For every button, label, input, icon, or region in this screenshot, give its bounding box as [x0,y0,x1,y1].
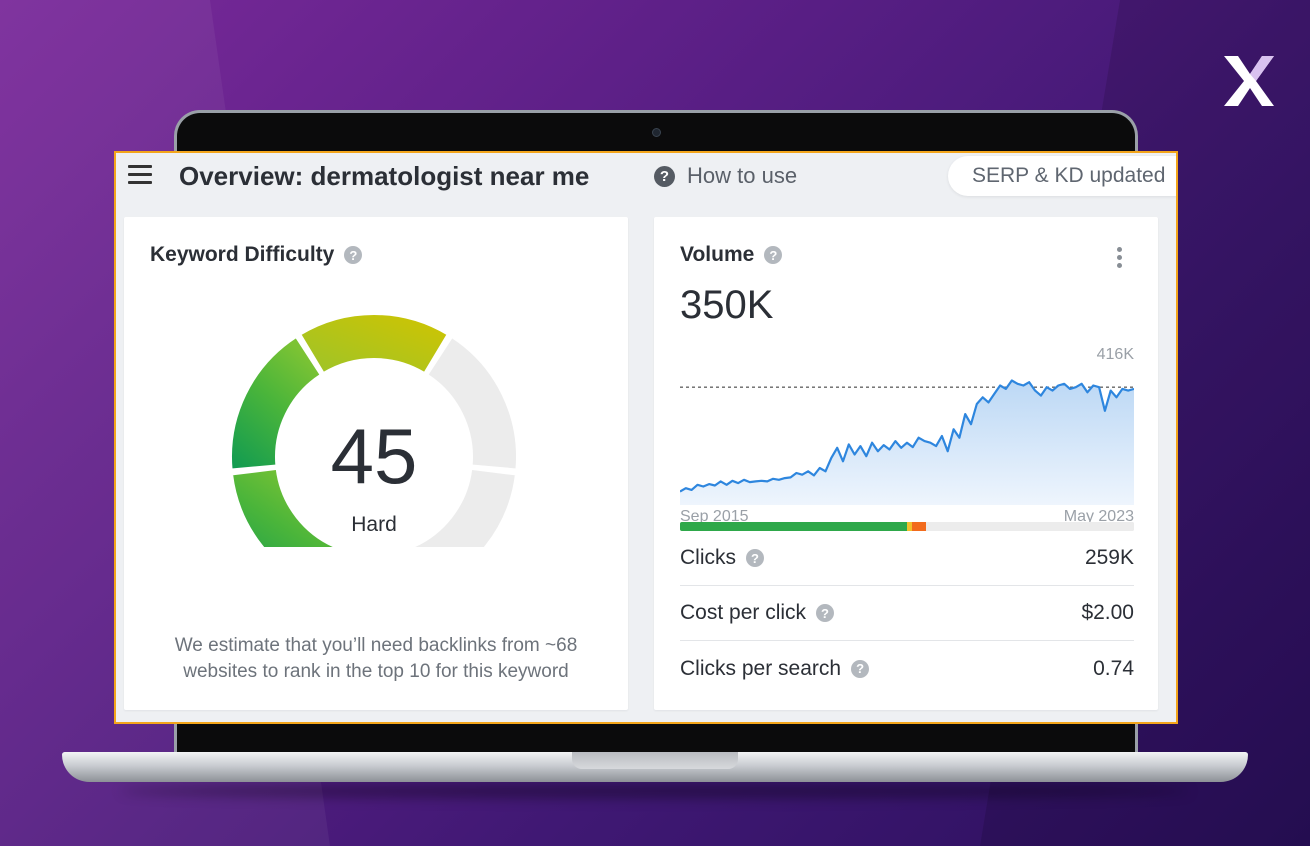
more-options-icon[interactable] [1112,247,1126,269]
metric-value-clicks: 259K [1084,546,1134,569]
hamburger-menu-icon[interactable] [128,165,152,185]
gauge-segment-5 [410,467,518,547]
question-circle-icon[interactable]: ? [764,246,783,264]
gauge-segment-3 [298,313,450,375]
keyword-difficulty-header: Keyword Difficulty ? [150,243,363,267]
keyword-difficulty-level: Hard [351,513,397,536]
metric-name-clicks: Clicks [680,546,736,569]
gauge-segment-4 [425,335,518,471]
question-circle-icon[interactable]: ? [851,659,870,678]
metric-value-cost-per-click: $2.00 [1081,601,1134,624]
metric-row-clicks-per-search: Clicks per search? 0.74 [680,641,1134,696]
keyword-difficulty-title: Keyword Difficulty [150,243,335,266]
question-circle-icon[interactable]: ? [746,549,764,567]
volume-value: 350K [680,283,774,327]
gauge-segment-1 [230,467,338,547]
laptop-camera [652,128,661,137]
top-bar: Overview: dermatologist near me ? How to… [116,153,1176,201]
chart-start-label: Sep 2015 [680,508,749,523]
metric-row-clicks: Clicks? 259K [680,531,1134,586]
page-title: Overview: dermatologist near me [179,161,590,191]
keyword-overview-window: Overview: dermatologist near me ? How to… [114,151,1178,724]
how-to-use-link[interactable]: ? How to use [654,163,798,188]
metric-value-clicks-per-search: 0.74 [1093,656,1134,680]
keyword-difficulty-card: Keyword Difficulty ? 45 Hard We estimate… [124,217,628,710]
serp-kd-updated-badge: SERP & KD updated [948,156,1176,196]
how-to-use-label: How to use [687,163,798,188]
question-circle-icon: ? [654,165,675,187]
keyword-difficulty-score: 45 [330,412,418,500]
click-distribution-bar [680,522,1134,531]
volume-trend-chart: 416K Sep 2015 May 2023 [680,346,1134,523]
brand-x-logo [1224,56,1274,106]
paid-clicks-segment [907,522,913,531]
no-clicks-segment [926,522,1134,531]
backlinks-estimate-note: We estimate that you’ll need backlinks f… [174,635,578,682]
organic-clicks-segment [680,522,907,531]
metric-row-cost-per-click: Cost per click? $2.00 [680,586,1134,641]
laptop-shadow [120,784,1190,798]
chart-series-line [680,379,1134,493]
metric-name-cost-per-click: Cost per click [680,601,807,624]
laptop-notch [572,752,738,769]
volume-header: Volume ? [680,243,783,267]
question-circle-icon[interactable]: ? [816,604,835,622]
volume-card: Volume ? 350K 416K Sep 2015 May 2023 Cli… [654,217,1158,710]
difficulty-gauge [230,313,518,547]
other-clicks-segment [912,522,927,531]
gauge-segment-2 [230,335,323,471]
volume-title: Volume [680,243,755,266]
question-circle-icon[interactable]: ? [344,246,363,264]
chart-max-label: 416K [1097,346,1134,363]
chart-end-label: May 2023 [1064,508,1134,523]
metric-name-clicks-per-search: Clicks per search [680,656,842,680]
